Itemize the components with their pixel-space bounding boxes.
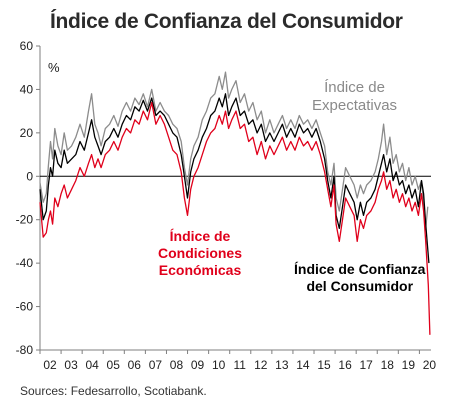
- x-tick-label: 06: [128, 358, 142, 372]
- x-tick-label: 11: [233, 358, 246, 372]
- y-tick-label: 40: [20, 82, 34, 96]
- y-tick-label: -20: [16, 213, 34, 227]
- x-tick-label: 17: [359, 358, 373, 372]
- x-tick-label: 12: [254, 358, 268, 372]
- series-line-condiciones: [39, 101, 431, 335]
- x-tick-label: 02: [43, 358, 57, 372]
- x-tick-label: 10: [212, 358, 226, 372]
- x-tick-label: 15: [317, 358, 331, 372]
- x-tick-label: 09: [191, 358, 205, 372]
- y-tick-label: -60: [16, 300, 34, 314]
- chart-series: [39, 71, 431, 335]
- annotation-confianza: Índice de Confianza del Consumidor: [294, 261, 425, 295]
- y-tick-label: 20: [20, 126, 34, 140]
- annotation-condiciones-line1: Índice de: [169, 228, 231, 244]
- y-tick-label: -40: [16, 256, 34, 270]
- chart-title: Índice de Confianza del Consumidor: [50, 10, 403, 33]
- series-line-expectativas: [39, 71, 429, 230]
- x-tick-label: 20: [423, 358, 437, 372]
- x-tick-label: 14: [296, 358, 310, 372]
- y-tick-label: 0: [26, 169, 33, 183]
- annotation-expectativas: Índice de Expectativas: [312, 79, 397, 115]
- y-tick-label: -80: [16, 343, 34, 357]
- x-tick-label: 18: [381, 358, 395, 372]
- annotation-expectativas-line1: Índice de: [324, 79, 385, 96]
- x-tick-label: 19: [402, 358, 416, 372]
- annotation-condiciones: Índice de Condiciones Económicas: [158, 228, 242, 279]
- annotation-expectativas-line2: Expectativas: [312, 97, 398, 114]
- chart-axes: 60 40 20 0 -20 -40 -60 -80% 02 03 04 05 06 07 08 09 10 11…: [16, 39, 437, 372]
- annotation-condiciones-line3: Económicas: [158, 262, 242, 278]
- x-tick-label: 04: [85, 358, 99, 372]
- y-unit-label: %: [48, 60, 60, 75]
- y-tick-label: 60: [20, 39, 34, 53]
- series-line-confianza: [39, 93, 430, 264]
- x-tick-label: 07: [149, 358, 163, 372]
- x-tick-label: 13: [275, 358, 289, 372]
- annotation-condiciones-line2: Condiciones: [158, 245, 243, 261]
- annotation-confianza-line2: del Consumidor: [306, 278, 414, 294]
- x-tick-label: 05: [107, 358, 121, 372]
- source-note: Sources: Fedesarrollo, Scotiabank.: [20, 384, 207, 398]
- annotation-confianza-line1: Índice de Confianza: [294, 261, 426, 277]
- x-tick-label: 16: [338, 358, 352, 372]
- x-tick-label: 08: [170, 358, 184, 372]
- x-tick-label: 03: [64, 358, 78, 372]
